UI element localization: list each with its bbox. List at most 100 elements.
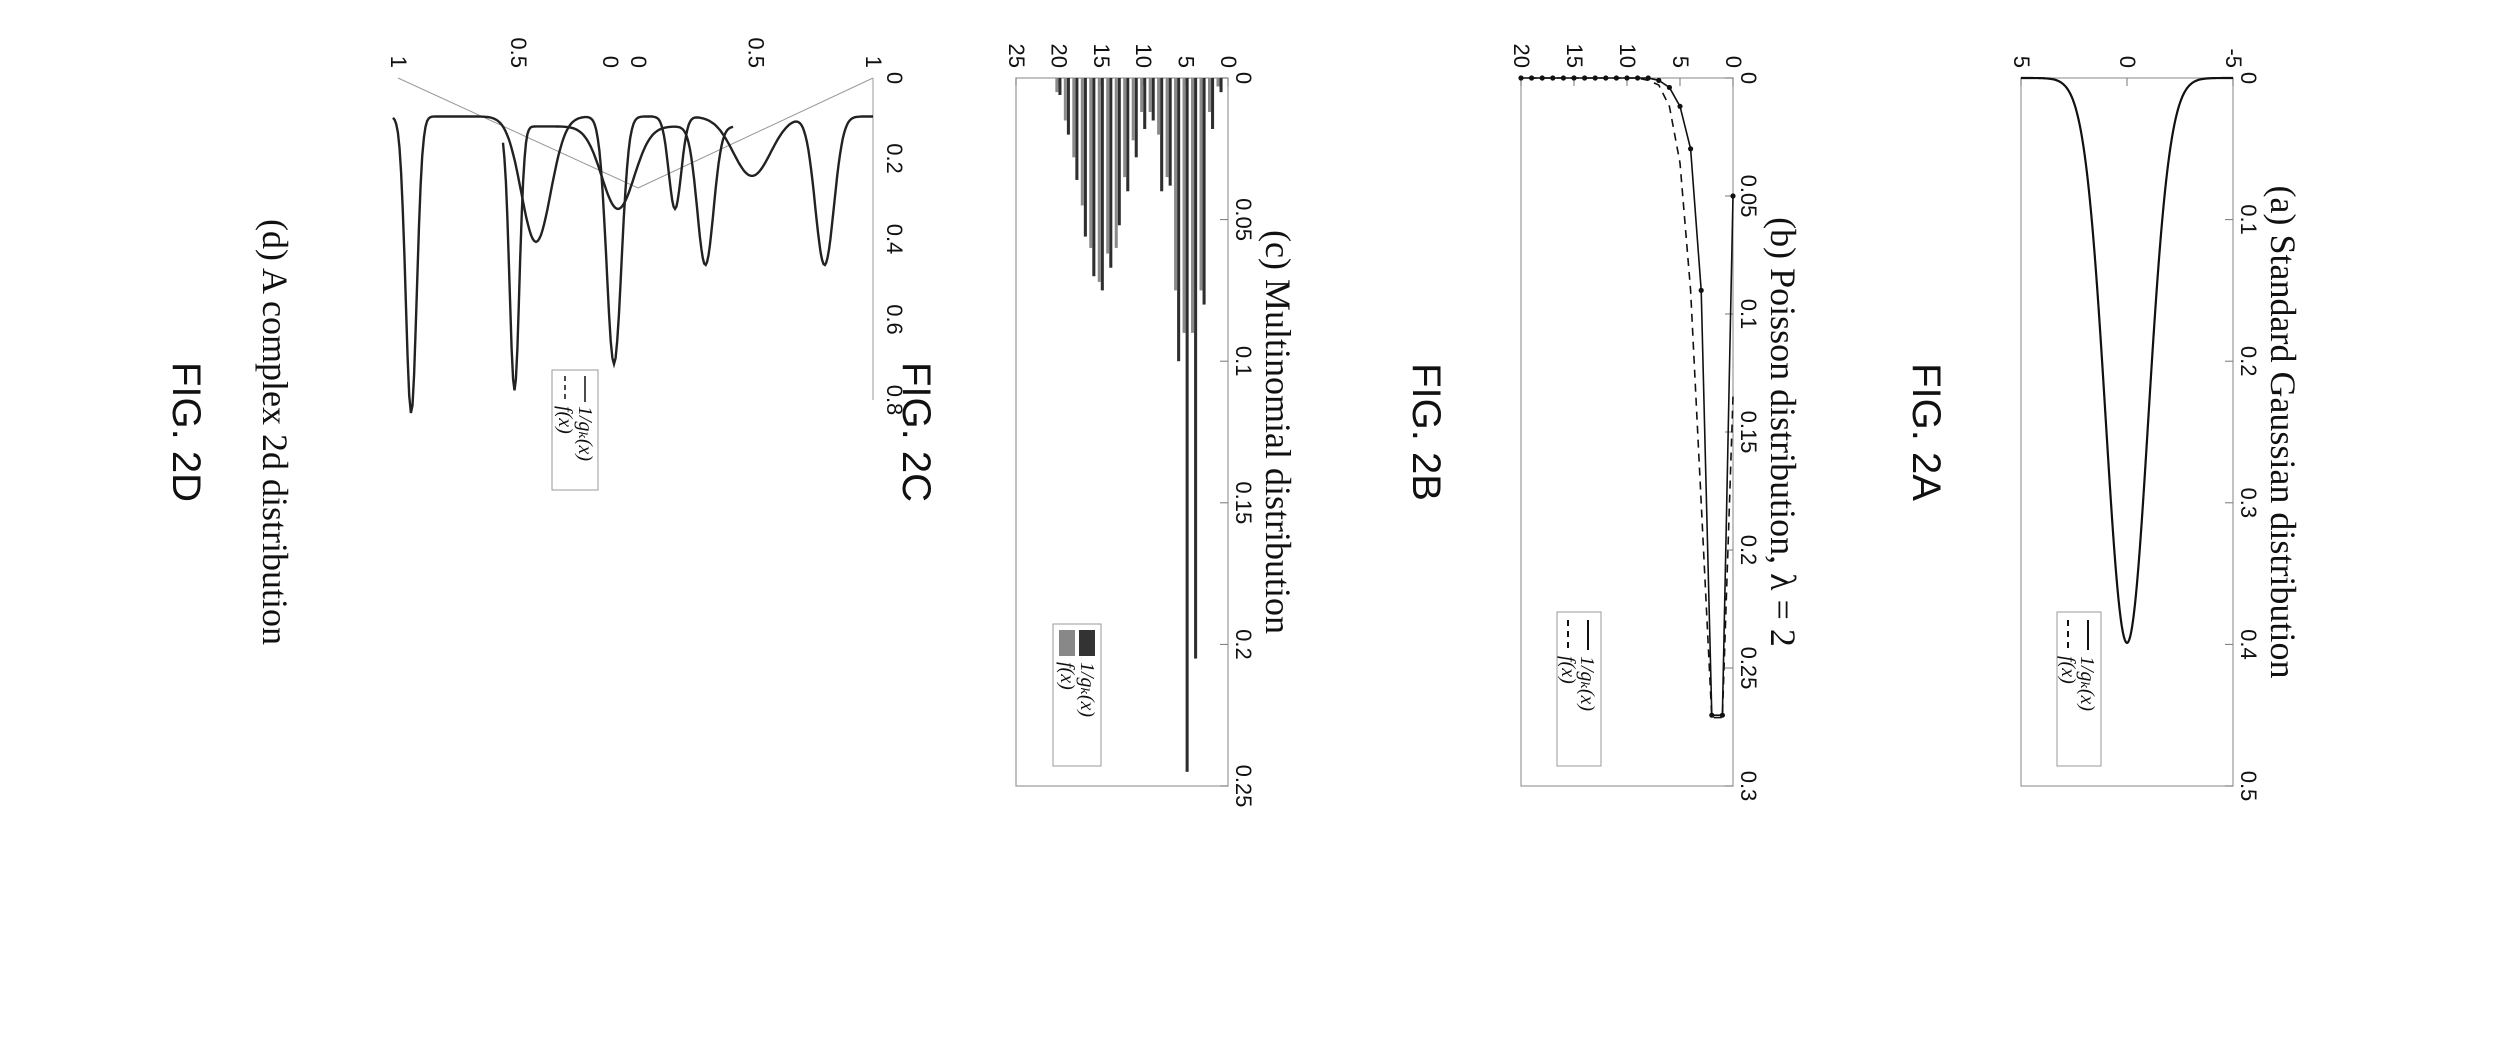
panel-b-point xyxy=(1719,712,1725,718)
panel-c-bar-g xyxy=(1194,78,1198,659)
panel-c-bar-f xyxy=(1055,78,1059,93)
panel-c-bar-f xyxy=(1063,78,1067,121)
panel-c-label: FIG. 2C xyxy=(894,362,938,502)
panel-c-ytick-label: 0.15 xyxy=(1231,481,1256,524)
panel-d-trace-mid-g xyxy=(501,125,734,391)
panel-d-legend-g: 1/gₖ(x) xyxy=(574,406,596,461)
panel-d-axis-y xyxy=(397,77,639,189)
panel-d-ytick-label: 0 xyxy=(598,56,623,68)
panel-b-plot xyxy=(1518,75,1736,719)
panel-c-legend-swatch-g xyxy=(1079,630,1095,656)
panel-c-bar-g xyxy=(1168,78,1172,186)
panel-b-ytick-label: 0.15 xyxy=(1736,411,1761,454)
panel-c-bar-f xyxy=(1182,78,1186,333)
panel-a-plot xyxy=(2021,76,2233,645)
panel-b-ytick-label: 0 xyxy=(1736,72,1761,84)
panel-c-bar-g xyxy=(1117,78,1121,226)
panel-c-bar-f xyxy=(1199,78,1203,291)
panel-c-legend-swatch-f xyxy=(1059,630,1075,656)
panel-c-bar-g xyxy=(1202,78,1206,305)
panel-c-bar-f xyxy=(1080,78,1084,206)
panel-c-bar-f xyxy=(1131,78,1135,141)
panel-c-bar-g xyxy=(1143,78,1147,129)
panel-b-point xyxy=(1539,75,1545,81)
panel-b-caption: (b) Poisson distribution, λ = 2 xyxy=(1763,217,1803,647)
panel-c-xtick-label: 5 xyxy=(1174,56,1199,68)
panel-b-point xyxy=(1687,146,1694,152)
panel-c-ytick-label: 0.05 xyxy=(1231,198,1256,241)
panel-a-ytick-label: 0.5 xyxy=(2236,771,2261,802)
panel-c-bar-g xyxy=(1126,78,1130,192)
panel-c-bar-g xyxy=(1151,78,1155,121)
panel-b-legend-f: f(x) xyxy=(1557,656,1579,684)
panel-c-bar-g xyxy=(1219,78,1223,93)
panel-a-xtick-label: 5 xyxy=(2009,56,2034,68)
panel-c-bar-f xyxy=(1207,78,1212,112)
panel-d-ytick-label: 0.5 xyxy=(506,37,531,68)
panel-a-ytick-label: 0.2 xyxy=(2236,346,2261,377)
panel-c-bar-g xyxy=(1075,78,1079,180)
panel-d-axis-x xyxy=(637,77,874,189)
panel-d-ytick-label: 1 xyxy=(386,56,411,68)
panel-b-series-f xyxy=(1521,77,1734,719)
panel-d-trace-mid-f xyxy=(502,125,734,391)
panel-c-bar-g xyxy=(1092,78,1096,277)
panel-a-legend xyxy=(2056,611,2102,767)
panel-d-trace-right-f xyxy=(392,115,653,414)
panel-a-axes: 0 0.1 0.2 0.3 0.4 0.5 -5 0 5 xyxy=(2009,48,2261,801)
panel-d-xtick-label: 0 xyxy=(626,56,651,68)
panel-b-point xyxy=(1656,77,1662,83)
panel-b-legend xyxy=(1556,611,1602,767)
panel-c-ytick-label: 0 xyxy=(1231,72,1256,84)
panel-c-bar-f xyxy=(1123,78,1127,178)
panel-d-xtick-label: 0.5 xyxy=(744,37,769,68)
panel-b-axes: 0 0.05 0.1 0.15 0.2 0.25 0.3 0 5 10 15 20 xyxy=(1509,44,1761,802)
panel-d-ztick-label: 0.4 xyxy=(882,224,907,255)
panel-c-ytick-label: 0.2 xyxy=(1231,629,1256,660)
panel-c-bar-g xyxy=(1100,78,1104,291)
panel-c-bar-f xyxy=(1157,78,1161,135)
panel-b-ytick-label: 0.1 xyxy=(1736,299,1761,330)
panel-c-bar-f xyxy=(1174,78,1178,291)
panel-a-frame xyxy=(2020,77,2234,787)
panel-c-bar-f xyxy=(1191,78,1195,333)
panel-b-ytick-label: 0.25 xyxy=(1736,647,1761,690)
panel-c-bar-f xyxy=(1097,78,1101,282)
panel-d-ztick-label: 0 xyxy=(882,72,907,84)
panel-d-trace-right-g xyxy=(392,115,653,414)
panel-c-plot xyxy=(1055,78,1223,772)
panel-c-bar-g xyxy=(1066,78,1070,135)
panel-c-frame xyxy=(1015,77,1229,787)
panel-b-point xyxy=(1634,75,1641,81)
panel-c-bar-g xyxy=(1160,78,1164,192)
panel-c-bar-g xyxy=(1211,78,1215,129)
panel-c-xtick-label: 0 xyxy=(1216,56,1241,68)
panel-c-bar-g xyxy=(1185,78,1189,772)
panel-c-bar-f xyxy=(1148,78,1152,112)
panel-c-bar-g xyxy=(1177,78,1181,362)
panel-c-ytick-label: 0.25 xyxy=(1231,765,1256,808)
panel-b-series-g xyxy=(1521,77,1734,717)
panel-d-xtick-label: 1 xyxy=(861,56,886,68)
panel-a-legend-f: f(x) xyxy=(2057,656,2079,684)
panel-b-point xyxy=(1581,75,1588,81)
panel-b-frame xyxy=(1520,77,1734,787)
panel-b-point xyxy=(1709,712,1715,718)
panel-c-legend xyxy=(1052,623,1102,767)
panel-c-bar-f xyxy=(1165,78,1169,178)
panel-b-xtick-label: 15 xyxy=(1562,44,1587,68)
panel-b: 0 0.05 0.1 0.15 0.2 0.25 0.3 0 5 10 15 20 (b) Poiss… xyxy=(1404,44,1803,802)
panel-d-ztick-label: 0.2 xyxy=(882,143,907,174)
panel-b-xtick-label: 0 xyxy=(1721,56,1746,68)
panel-d-label: FIG. 2D xyxy=(164,362,208,502)
panel-b-ytick-label: 0.05 xyxy=(1736,175,1761,218)
panel-a-label: FIG. 2A xyxy=(1904,363,1948,501)
panel-d-ztick-label: 0.8 xyxy=(882,385,907,416)
panel-a-series-g xyxy=(2021,76,2233,645)
panel-c-bar-f xyxy=(1106,78,1110,254)
panel-a-ytick-label: 0 xyxy=(2236,72,2261,84)
panel-c-bar-f xyxy=(1140,78,1144,112)
